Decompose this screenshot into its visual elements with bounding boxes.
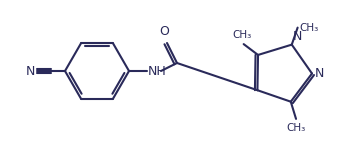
- Text: CH₃: CH₃: [286, 123, 306, 133]
- Text: N: N: [293, 30, 302, 43]
- Text: N: N: [25, 65, 35, 77]
- Text: CH₃: CH₃: [232, 30, 251, 40]
- Text: O: O: [159, 25, 169, 38]
- Text: NH: NH: [148, 65, 167, 77]
- Text: N: N: [315, 67, 324, 80]
- Text: CH₃: CH₃: [300, 23, 319, 33]
